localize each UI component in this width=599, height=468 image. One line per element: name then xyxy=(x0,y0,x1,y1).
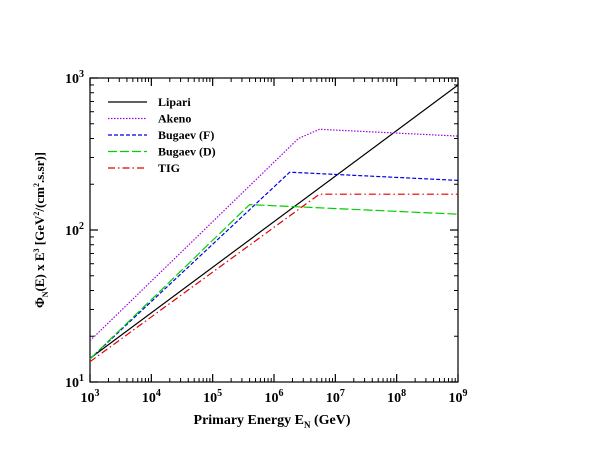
series-line-2 xyxy=(89,128,459,342)
series-line-4 xyxy=(89,203,459,360)
series-line-3 xyxy=(89,171,459,360)
minor-ticks xyxy=(90,78,458,382)
legend-label-5: TIG xyxy=(158,161,180,175)
x-tick-label: 106 xyxy=(265,388,284,406)
series-line-5 xyxy=(89,193,458,363)
x-tick-label: 107 xyxy=(326,388,345,406)
legend-label-2: Akeno xyxy=(158,112,191,126)
legend-label-4: Bugaev (D) xyxy=(158,145,216,159)
plot-frame xyxy=(89,77,459,383)
x-tick-label: 109 xyxy=(449,388,468,406)
x-tick-label: 105 xyxy=(203,388,222,406)
series-lines xyxy=(89,84,459,363)
y-tick-label: 103 xyxy=(65,69,84,87)
x-axis-label: Primary Energy EN (GeV) xyxy=(194,413,351,430)
x-tick-label: 104 xyxy=(142,388,161,406)
major-ticks xyxy=(89,77,459,383)
y-tick-label: 101 xyxy=(65,373,84,391)
y-tick-label: 102 xyxy=(65,221,84,239)
legend: Lipari Akeno Bugaev (F) Bugaev (D) TIG xyxy=(108,95,216,175)
legend-label-1: Lipari xyxy=(158,95,191,109)
series-line-1 xyxy=(89,84,459,359)
x-tick-labels: 103 104 105 106 107 108 109 xyxy=(81,388,468,406)
x-tick-label: 108 xyxy=(387,388,406,406)
y-axis-label: ΦN(E) x E3 [GeV2/(cm2.s.sr)] xyxy=(32,152,50,308)
y-tick-labels: 101 102 103 xyxy=(65,69,84,391)
x-tick-label: 103 xyxy=(81,388,100,406)
legend-label-3: Bugaev (F) xyxy=(158,128,214,142)
